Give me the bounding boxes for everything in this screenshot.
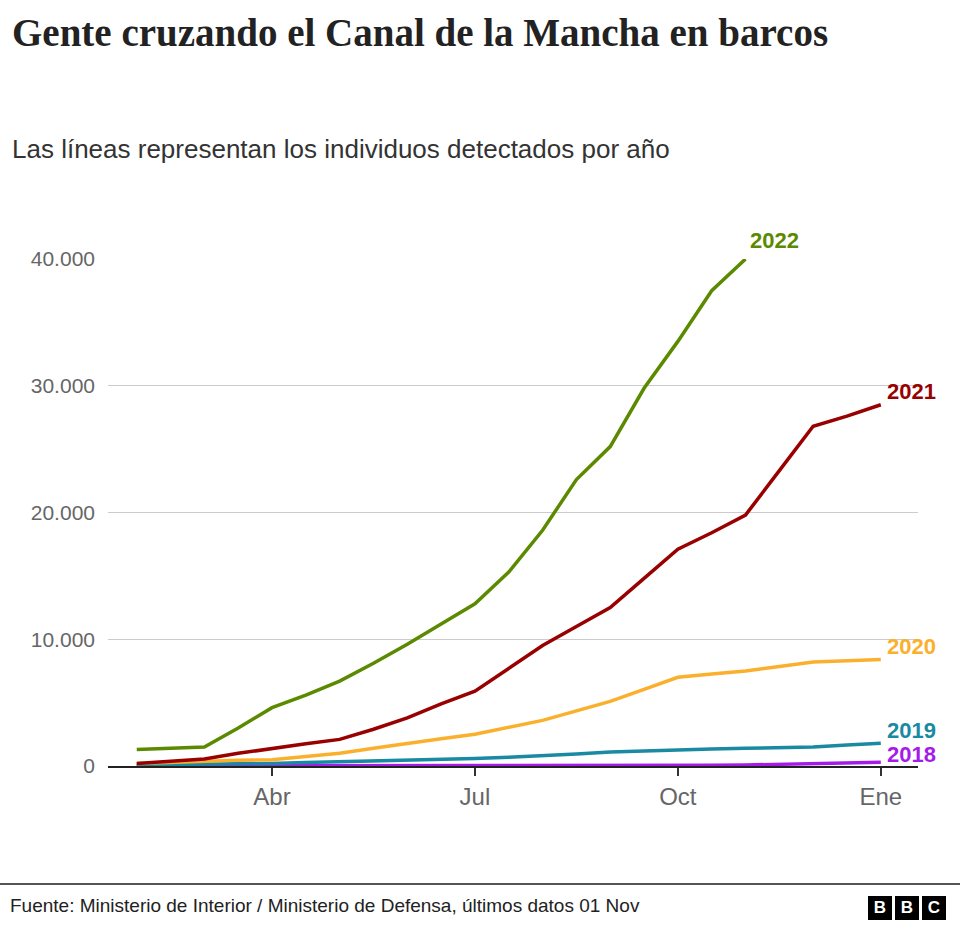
svg-text:0: 0	[83, 754, 95, 777]
svg-text:Ene: Ene	[859, 783, 902, 810]
html-text:Las líneas representan los ind: Las líneas representan los individuos de…	[12, 134, 670, 164]
svg-text:Abr: Abr	[253, 783, 290, 810]
svg-text:40.000: 40.000	[31, 247, 95, 270]
svg-text:2019: 2019	[887, 718, 936, 743]
svg-text:20.000: 20.000	[31, 501, 95, 524]
svg-text:Oct: Oct	[659, 783, 697, 810]
svg-text:Jul: Jul	[460, 783, 491, 810]
svg-text:30.000: 30.000	[31, 374, 95, 397]
svg-text:2018: 2018	[887, 742, 936, 767]
html-text:B: B	[900, 898, 914, 917]
html-text:B: B	[873, 898, 887, 917]
html-text:Gente cruzando el Canal de la: Gente cruzando el Canal de la Mancha en …	[12, 11, 829, 54]
html-text:C: C	[927, 898, 941, 917]
svg-text:2022: 2022	[750, 228, 799, 253]
svg-text:10.000: 10.000	[31, 628, 95, 651]
svg-text:2020: 2020	[887, 634, 936, 659]
svg-text:2021: 2021	[887, 379, 936, 404]
html-text:Fuente: Ministerio de Interior: Fuente: Ministerio de Interior / Ministe…	[10, 895, 640, 916]
